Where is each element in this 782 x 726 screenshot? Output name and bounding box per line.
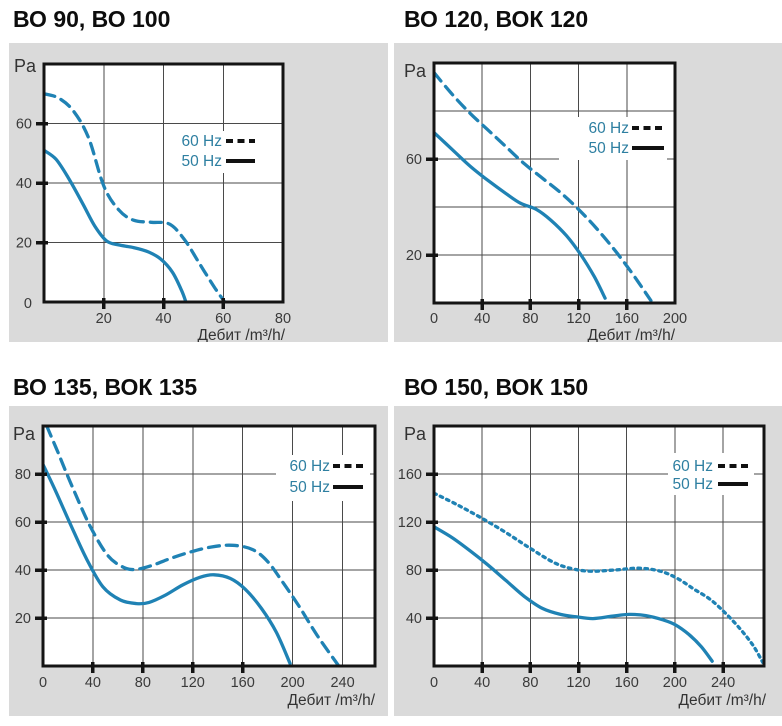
y-tick-label: 0 xyxy=(24,296,32,312)
chart-canvas: 60 Hz 50 Hz 0 40 80 120 160 200 240 20 40 60 80 Pa Деб… xyxy=(13,424,377,709)
x-tick-label: 0 xyxy=(430,675,438,691)
legend-label-60hz: 60 Hz xyxy=(589,120,630,137)
tick-marks xyxy=(426,157,629,310)
y-tick-label: 20 xyxy=(15,611,31,627)
legend: 60 Hz 50 Hz xyxy=(559,117,667,160)
y-tick-label: 120 xyxy=(398,515,422,531)
x-tick-label: 40 xyxy=(85,675,101,691)
curve-50hz xyxy=(43,148,188,303)
y-tick-label: 60 xyxy=(16,117,32,133)
y-tick-label: 20 xyxy=(16,236,32,252)
x-tick-label: 240 xyxy=(330,675,354,691)
curve-60hz xyxy=(43,92,227,303)
chart-panel-bo120: 60 Hz 50 Hz 0 40 80 120 160 200 20 60 Pa Дебит /m³/… xyxy=(394,43,782,342)
x-tick-label: 20 xyxy=(96,311,112,327)
x-tick-label: 40 xyxy=(474,311,490,327)
x-tick-label: 160 xyxy=(615,675,639,691)
legend-box xyxy=(559,117,667,160)
x-tick-label: 200 xyxy=(281,675,305,691)
x-tick-label: 0 xyxy=(39,675,47,691)
tick-marks xyxy=(36,121,225,309)
legend-label-60hz: 60 Hz xyxy=(182,133,223,150)
y-tick-label: 40 xyxy=(16,176,32,192)
legend-label-50hz: 50 Hz xyxy=(673,476,714,493)
grid-lines xyxy=(44,64,283,302)
chart-canvas: 60 Hz 50 Hz 20 40 60 80 0 20 40 60 Pa Дебит /m³/h/ xyxy=(14,56,291,342)
x-tick-label: 80 xyxy=(275,311,291,327)
x-tick-label: 60 xyxy=(215,311,231,327)
tick-marks xyxy=(35,472,245,673)
legend-label-50hz: 50 Hz xyxy=(182,153,223,170)
x-tick-label: 40 xyxy=(155,311,171,327)
x-tick-label: 200 xyxy=(663,675,687,691)
x-tick-label: 160 xyxy=(615,311,639,327)
curve-60hz xyxy=(45,425,341,667)
x-tick-label: 80 xyxy=(522,311,538,327)
legend-label-60hz: 60 Hz xyxy=(290,458,331,475)
legend-box xyxy=(668,453,754,495)
y-tick-label: 80 xyxy=(406,563,422,579)
chart-title-bo150: ВО 150, ВОК 150 xyxy=(404,374,589,400)
x-axis-label: Дебит /m³/h/ xyxy=(198,327,286,342)
chart-panel-bo90: 60 Hz 50 Hz 20 40 60 80 0 20 40 60 Pa Дебит /m³/h/ xyxy=(9,43,388,342)
x-axis-label: Дебит /m³/h/ xyxy=(679,692,767,709)
y-axis-unit-label: Pa xyxy=(13,424,36,444)
x-tick-label: 80 xyxy=(135,675,151,691)
chart-title-bo120: ВО 120, ВОК 120 xyxy=(404,6,589,32)
chart-title-bo90: ВО 90, ВО 100 xyxy=(13,6,171,32)
x-tick-label: 120 xyxy=(566,311,590,327)
plot-frame xyxy=(41,424,377,668)
x-axis-label: Дебит /m³/h/ xyxy=(288,692,376,709)
y-tick-label: 60 xyxy=(15,515,31,531)
legend-box xyxy=(168,131,265,173)
plot-frame xyxy=(432,61,677,305)
chart-canvas: 60 Hz 50 Hz 0 40 80 120 160 200 20 60 Pa Дебит /m³/… xyxy=(404,61,687,342)
x-tick-label: 120 xyxy=(566,675,590,691)
chart-panel-bo150: 60 Hz 50 Hz 0 40 80 120 160 200 240 40 80 120 160 Pa Д… xyxy=(394,406,782,716)
y-axis-unit-label: Pa xyxy=(404,424,427,444)
grid-lines xyxy=(434,63,675,303)
x-tick-label: 0 xyxy=(430,311,438,327)
y-axis-unit-label: Pa xyxy=(14,56,37,76)
legend-box xyxy=(276,455,370,501)
plot-area xyxy=(434,63,675,303)
y-tick-label: 40 xyxy=(406,611,422,627)
x-tick-label: 200 xyxy=(663,311,687,327)
x-axis-label: Дебит /m³/h/ xyxy=(588,327,676,342)
curve-50hz xyxy=(42,462,292,666)
y-tick-label: 20 xyxy=(406,248,422,264)
curve-60hz xyxy=(433,491,765,665)
tick-marks xyxy=(426,472,725,673)
legend-label-50hz: 50 Hz xyxy=(589,140,630,157)
y-tick-label: 60 xyxy=(406,152,422,168)
curve-50hz xyxy=(433,130,607,300)
x-tick-label: 240 xyxy=(711,675,735,691)
y-axis-unit-label: Pa xyxy=(404,61,427,81)
curve-60hz xyxy=(433,70,653,303)
legend: 60 Hz 50 Hz xyxy=(276,455,370,501)
y-tick-label: 80 xyxy=(15,467,31,483)
x-tick-label: 40 xyxy=(474,675,490,691)
plot-frame xyxy=(432,424,766,668)
legend-label-60hz: 60 Hz xyxy=(673,458,714,475)
chart-title-bo135: ВО 135, ВОК 135 xyxy=(13,374,198,400)
y-tick-label: 160 xyxy=(398,467,422,483)
x-tick-label: 120 xyxy=(181,675,205,691)
chart-panel-bo135: 60 Hz 50 Hz 0 40 80 120 160 200 240 20 40 60 80 Pa Деб… xyxy=(9,406,388,716)
x-tick-label: 160 xyxy=(231,675,255,691)
x-tick-label: 80 xyxy=(522,675,538,691)
curve-50hz xyxy=(433,525,714,663)
y-tick-label: 40 xyxy=(15,563,31,579)
legend-label-50hz: 50 Hz xyxy=(290,479,331,496)
legend: 60 Hz 50 Hz xyxy=(168,131,265,173)
